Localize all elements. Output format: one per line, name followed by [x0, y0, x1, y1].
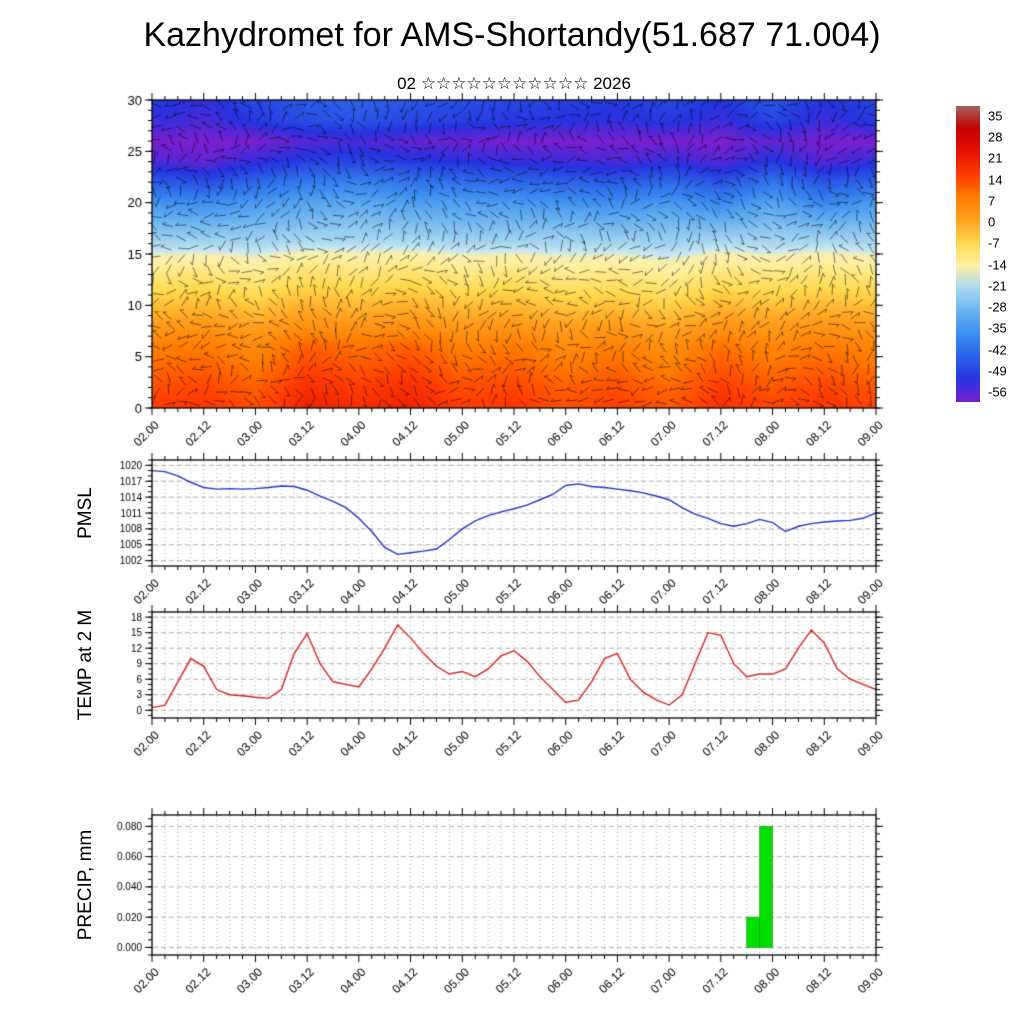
colorbar-label: -42: [988, 342, 1007, 358]
colorbar-gradient: [956, 106, 980, 402]
colorbar-label: 28: [988, 129, 1003, 145]
colorbar-label: -35: [988, 320, 1007, 336]
pmsl-axis-label: PMSL: [75, 487, 96, 539]
colorbar-label: 0: [988, 214, 996, 230]
temp-axis-label: TEMP at 2 M: [75, 609, 96, 721]
colorbar-labels: 35 28 21 14 7 0 -7 -14 -21 -28 -35 -42 -49 -56: [988, 106, 1024, 402]
colorbar-label: 14: [988, 172, 1003, 188]
colorbar-label: 35: [988, 108, 1003, 124]
precip-axis-label: PRECIP, mm: [75, 829, 96, 941]
colorbar-label: -56: [988, 384, 1007, 400]
colorbar-label: -7: [988, 235, 1000, 251]
colorbar-label: -49: [988, 363, 1007, 379]
colorbar-label: -14: [988, 257, 1007, 273]
colorbar-label: -28: [988, 299, 1007, 315]
colorbar-label: 21: [988, 150, 1003, 166]
colorbar-label: -21: [988, 278, 1007, 294]
colorbar: [956, 106, 980, 402]
colorbar-label: 7: [988, 193, 996, 209]
